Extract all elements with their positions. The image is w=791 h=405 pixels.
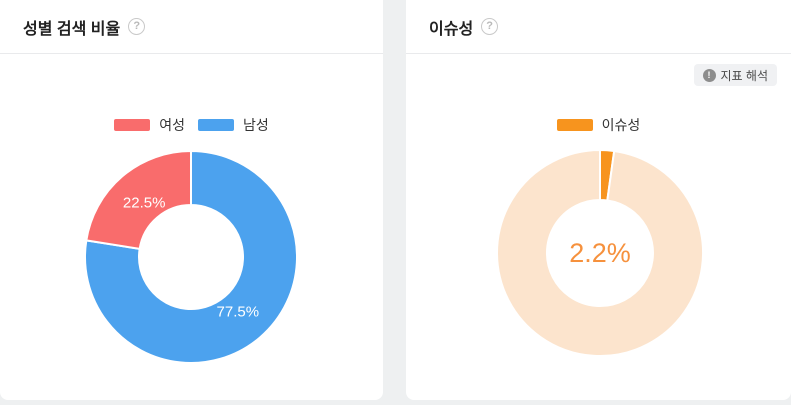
donut-slice-female[interactable] (85, 149, 192, 251)
gender-search-ratio-panel: 성별 검색 비율 ? 여성 남성 77.5% 22.5% (0, 0, 383, 400)
slice-value-label-female: 22.5% (123, 194, 166, 211)
issue-panel: 이슈성 ? ! 지표 해석 이슈성 2.2% (406, 0, 791, 400)
metric-interpretation-label: 지표 해석 (720, 68, 769, 83)
legend-swatch-female (114, 119, 151, 131)
gender-donut-chart: 77.5% 22.5% (84, 149, 298, 364)
gender-panel-header: 성별 검색 비율 ? (0, 0, 383, 54)
legend-label-male: 남성 (243, 117, 269, 133)
issue-donut-chart (496, 148, 704, 357)
gender-chart-legend: 여성 남성 (0, 112, 383, 138)
issue-panel-header: 이슈성 ? (406, 0, 791, 54)
help-icon[interactable]: ? (481, 18, 499, 35)
metric-interpretation-button[interactable]: ! 지표 해석 (693, 64, 777, 86)
info-icon: ! (702, 68, 716, 82)
legend-swatch-male (198, 119, 234, 131)
issue-chart-legend: 이슈성 (406, 112, 791, 138)
legend-label-issue: 이슈성 (601, 117, 641, 133)
help-icon[interactable]: ? (128, 18, 146, 35)
legend-item-female[interactable]: 여성 (114, 115, 185, 135)
issue-panel-title: 이슈성 (429, 20, 474, 38)
donut-slice-male[interactable] (84, 149, 298, 364)
legend-item-issue[interactable]: 이슈성 (556, 115, 641, 135)
legend-label-female: 여성 (159, 117, 185, 133)
gender-panel-title: 성별 검색 비율 (23, 20, 121, 38)
slice-value-label-male: 77.5% (217, 304, 260, 321)
legend-item-male[interactable]: 남성 (198, 115, 269, 135)
legend-swatch-issue (556, 119, 593, 131)
donut-slice-remainder[interactable] (496, 148, 704, 357)
